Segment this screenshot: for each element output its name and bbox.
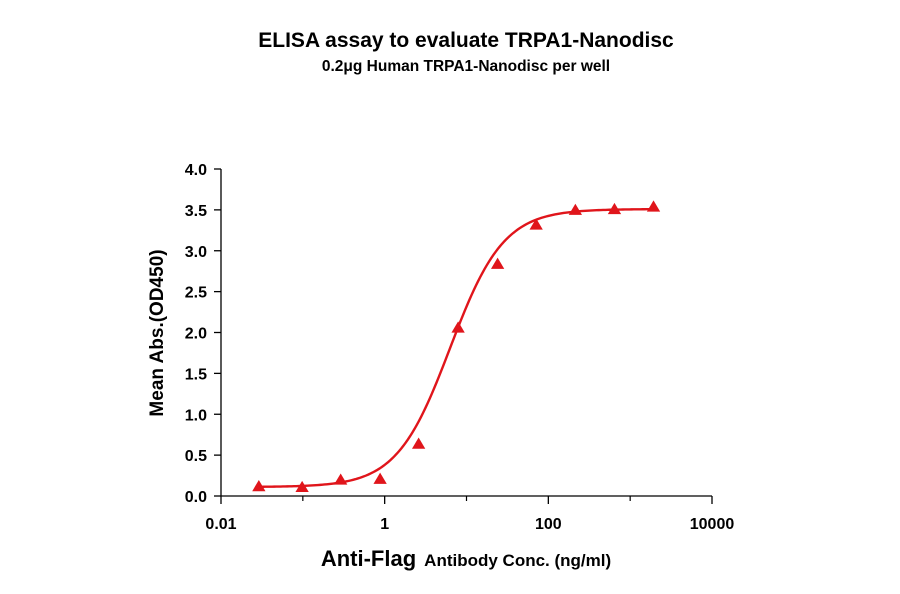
y-tick-label: 0.0 — [185, 489, 207, 506]
x-axis-label: Anti-Flag Antibody Conc. (ng/ml) — [321, 546, 611, 571]
y-axis-label: Mean Abs.(OD450) — [147, 249, 168, 416]
y-tick-label: 1.5 — [185, 366, 207, 383]
data-point — [646, 200, 661, 212]
x-tick-label: 1 — [380, 516, 389, 533]
x-tick-label: 10000 — [690, 516, 735, 533]
data-point — [334, 473, 348, 485]
y-tick-label: 0.5 — [185, 448, 207, 465]
data-point — [252, 480, 266, 492]
data-point — [411, 437, 426, 449]
y-tick-label: 2.0 — [185, 326, 207, 343]
data-point — [529, 218, 543, 230]
fit-curve — [258, 207, 654, 488]
chart-title: ELISA assay to evaluate TRPA1-Nanodisc — [258, 29, 674, 52]
data-points — [252, 200, 661, 493]
data-point — [568, 203, 583, 215]
x-tick-label: 100 — [535, 516, 562, 533]
data-point — [451, 321, 465, 333]
y-tick-label: 1.0 — [185, 407, 207, 424]
chart-subtitle: 0.2μg Human TRPA1-Nanodisc per well — [322, 58, 610, 75]
data-point — [607, 202, 622, 215]
x-tick-label: 0.01 — [205, 516, 236, 533]
y-tick-label: 3.5 — [185, 203, 207, 220]
x-ticks: 0.01 1 100 10000 — [205, 496, 734, 533]
y-tick-label: 2.5 — [185, 285, 207, 302]
data-point — [295, 480, 309, 493]
data-point — [490, 257, 505, 269]
data-point — [373, 472, 387, 484]
y-ticks: 0.0 0.5 1.0 1.5 2.0 2.5 3.0 3.5 4.0 — [185, 162, 221, 506]
y-tick-label: 3.0 — [185, 244, 207, 261]
y-tick-label: 4.0 — [185, 162, 207, 179]
x-axis-label-main: Anti-Flag — [321, 546, 416, 571]
x-axis-label-rest: Antibody Conc. (ng/ml) — [424, 551, 611, 570]
